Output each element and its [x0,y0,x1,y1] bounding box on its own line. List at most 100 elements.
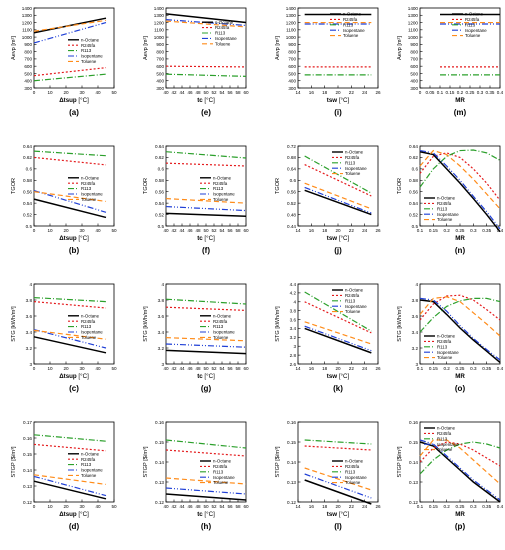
panel-f: 0.5 0.52 0.54 0.56 0.58 0.6 0.62 0.64 40 42 44 46 48… [143,144,249,255]
x-tick-label: 52 [211,90,217,95]
series-line-n-octane [165,13,247,24]
y-tick-label: 700 [24,57,32,62]
legend-label: R113 [437,206,448,211]
legend-label: R113 [81,48,92,53]
legend-label: Isopentane [81,192,103,197]
legend-label: Isopentane [437,442,459,447]
legend-label: R245fa [213,319,228,324]
y-tick-label: 3.2 [26,346,33,351]
panel-label: (f) [202,246,210,255]
panel-label: (k) [333,384,343,393]
series-line-isopentane [304,325,372,352]
legend-label: n-Octane [81,175,100,180]
y-axis-label: STGP [$/m³] [143,446,149,477]
x-tick-label: 0.15 [429,228,438,233]
plot-frame [165,145,247,227]
y-tick-label: 0.56 [23,190,32,195]
y-tick-label: 1400 [22,6,33,11]
y-tick-label: 0.64 [23,144,32,149]
x-tick-label: 20 [335,228,341,233]
x-tick-label: 40 [95,228,101,233]
x-tick-label: 0.1 [437,90,444,95]
series-line-n-octane [33,198,107,219]
y-tick-label: 0.17 [23,420,32,425]
y-tick-label: 3.6 [412,314,419,319]
y-tick-label: 0.62 [23,155,32,160]
x-tick-label: 0.15 [429,504,438,509]
panel-label: (m) [454,108,467,117]
y-tick-label: 1100 [22,28,32,33]
legend-label: R245fa [213,464,228,469]
y-tick-label: 3.6 [290,317,297,322]
legend-label: n-Octane [345,288,364,293]
x-tick-label: 0.25 [466,90,475,95]
y-tick-label: 900 [24,42,32,47]
y-tick-label: 0.68 [287,155,296,160]
legend-label: n-Octane [437,426,456,431]
x-tick-label: 46 [187,90,193,95]
x-axis-label: tsw [°C] [327,97,350,104]
series-line-r113 [419,297,501,333]
y-tick-label: 0.52 [409,212,418,217]
legend-label: n-Octane [213,313,232,318]
y-tick-label: 0.64 [287,167,296,172]
x-tick-label: 0 [33,228,36,233]
series-line-r245fa [419,441,501,467]
y-tick-label: 0.72 [287,144,296,149]
series-line-toluene [165,477,247,485]
legend-label: R113 [345,160,356,165]
legend-label: Isopentane [345,166,367,171]
series-line-r113 [165,439,247,449]
x-tick-label: 0.4 [497,366,504,371]
y-tick-label: 0.54 [155,201,164,206]
y-tick-label: 3 [29,362,32,367]
x-tick-label: 58 [235,90,241,95]
y-tick-label: 4 [29,282,32,287]
y-tick-label: 2.8 [290,353,297,358]
x-tick-label: 22 [349,90,355,95]
y-tick-label: 1000 [408,35,419,40]
y-tick-label: 3.8 [412,298,419,303]
y-axis-label: Aevp [m²] [11,36,17,60]
x-tick-label: 0 [419,90,422,95]
y-tick-label: 0.13 [155,480,164,485]
y-tick-label: 0.44 [287,224,296,229]
y-tick-label: 800 [156,49,164,54]
y-axis-label: TGOR [397,178,403,194]
y-tick-label: 2.6 [290,362,297,367]
y-tick-label: 300 [24,86,32,91]
y-tick-label: 0.15 [23,452,32,457]
y-tick-label: 0.16 [287,420,296,425]
y-tick-label: 0.14 [23,468,32,473]
x-tick-label: 0 [33,90,36,95]
x-axis-label: tsw [°C] [327,373,350,380]
y-tick-label: 0.62 [409,155,418,160]
y-tick-label: 0.13 [23,484,32,489]
x-tick-label: 48 [195,228,201,233]
plot-frame [297,7,379,89]
series-line-r245fa [419,152,501,201]
legend-label: n-Octane [343,12,362,17]
x-tick-label: 30 [79,90,85,95]
series-line-r245fa [33,156,107,166]
x-tick-label: 60 [243,366,249,371]
x-tick-label: 40 [163,504,169,509]
series-line-n-octane [419,150,501,233]
y-tick-label: 1300 [286,13,297,18]
series-line-toluene [33,19,107,32]
series-line-n-octane [419,441,501,503]
legend-label: Toluene [465,33,481,38]
series-line-toluene [33,474,107,485]
y-tick-label: 0.6 [412,167,419,172]
y-tick-label: 0.56 [409,190,418,195]
x-tick-label: 18 [322,90,328,95]
y-tick-label: 1100 [408,28,418,33]
x-tick-label: 0.1 [417,366,424,371]
y-tick-label: 3.4 [158,330,165,335]
series-line-n-octane [304,189,372,216]
x-tick-label: 24 [362,90,368,95]
series-line-isopentane [304,186,372,214]
plot-frame [297,283,379,365]
x-axis-label: Δtsup [°C] [59,235,89,242]
